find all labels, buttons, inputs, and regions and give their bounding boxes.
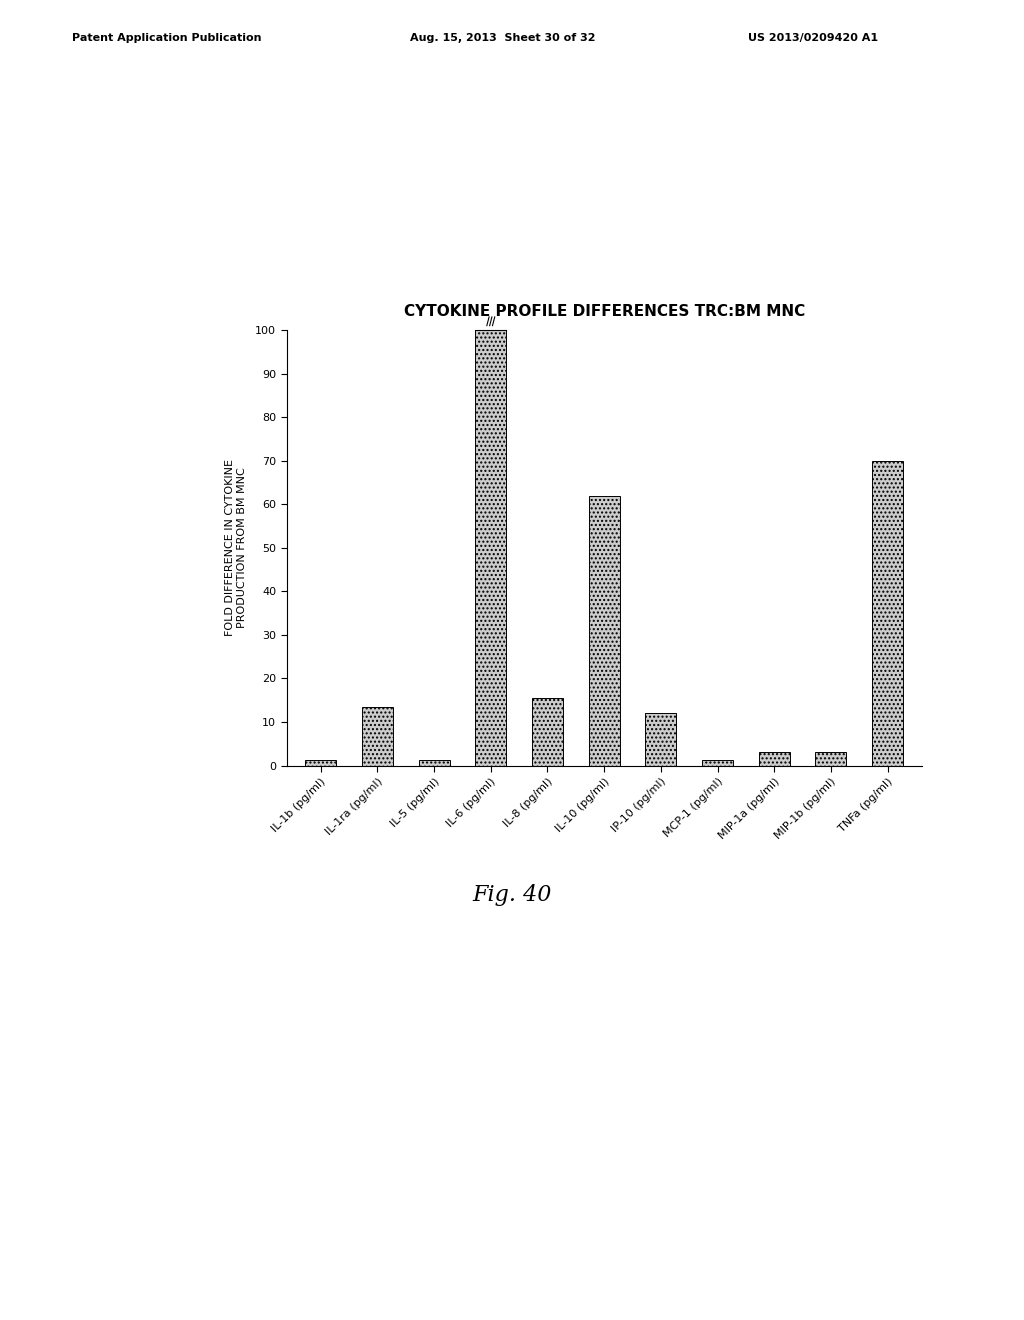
Text: Fig. 40: Fig. 40	[472, 884, 552, 907]
Bar	[872, 461, 903, 766]
Title: CYTOKINE PROFILE DIFFERENCES TRC:BM MNC: CYTOKINE PROFILE DIFFERENCES TRC:BM MNC	[403, 304, 805, 319]
Bar	[361, 706, 393, 766]
Text: Aug. 15, 2013  Sheet 30 of 32: Aug. 15, 2013 Sheet 30 of 32	[410, 33, 595, 44]
Y-axis label: FOLD DIFFERENCE IN CYTOKINE
PRODUCTION FROM BM MNC: FOLD DIFFERENCE IN CYTOKINE PRODUCTION F…	[225, 459, 247, 636]
Bar	[645, 713, 677, 766]
Bar	[305, 760, 336, 766]
Bar	[419, 760, 450, 766]
Text: US 2013/0209420 A1: US 2013/0209420 A1	[748, 33, 878, 44]
Bar	[759, 751, 790, 766]
Bar	[701, 760, 733, 766]
Bar	[531, 698, 563, 766]
Text: Patent Application Publication: Patent Application Publication	[72, 33, 261, 44]
Bar	[815, 751, 847, 766]
Bar	[589, 495, 620, 766]
Bar	[475, 330, 507, 766]
